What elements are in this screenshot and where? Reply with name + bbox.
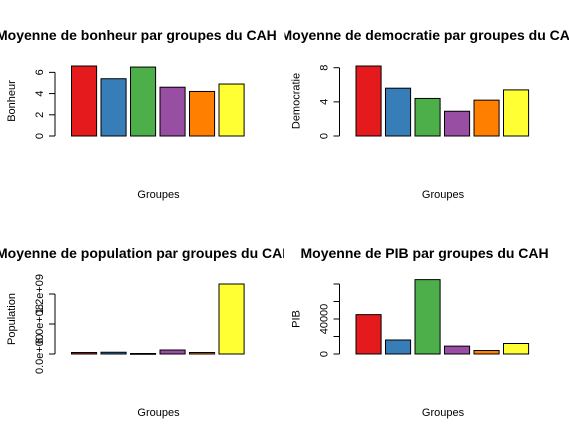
y-axis-label: PIB bbox=[291, 310, 303, 328]
y-tick-label: 6 bbox=[34, 69, 46, 75]
chart-title: Moyenne de PIB par groupes du CAH bbox=[301, 245, 549, 261]
bar-3 bbox=[130, 353, 157, 355]
y-tick-label: 4 bbox=[34, 91, 46, 97]
x-axis-label: Groupes bbox=[422, 407, 465, 419]
bar-6 bbox=[503, 89, 530, 137]
bar-4 bbox=[159, 349, 186, 355]
bar-4 bbox=[159, 86, 186, 137]
chart-panel-2: Moyenne de democratie par groupes du CAH… bbox=[281, 27, 569, 201]
chart-title: Moyenne de bonheur par groupes du CAH bbox=[0, 27, 277, 43]
y-tick-label: 8 bbox=[319, 65, 331, 71]
bar-5 bbox=[189, 352, 216, 355]
y-tick-label: 40000 bbox=[319, 304, 331, 335]
y-tick-label: 0 bbox=[34, 133, 46, 139]
bar-4 bbox=[444, 345, 471, 355]
y-tick-label: 0 bbox=[319, 133, 331, 139]
bar-5 bbox=[473, 350, 500, 355]
chart-title: Moyenne de democratie par groupes du CAH bbox=[281, 27, 569, 43]
chart-panel-1: Moyenne de bonheur par groupes du CAH 0 2 4… bbox=[0, 27, 277, 201]
bar-3 bbox=[414, 279, 441, 355]
x-axis-label: Groupes bbox=[137, 407, 180, 419]
y-axis-label: Bonheur bbox=[6, 80, 18, 122]
bar-1 bbox=[355, 314, 382, 355]
chart-panel-4: Moyenne de PIB par groupes du CAH 0 40000 P… bbox=[291, 245, 549, 419]
bar-1 bbox=[355, 65, 382, 137]
chart-panel-3: Moyenne de population par groupes du CAH… bbox=[0, 245, 292, 419]
bar-3 bbox=[130, 66, 157, 137]
y-tick-label: 2 bbox=[34, 112, 46, 118]
x-axis-label: Groupes bbox=[422, 189, 465, 201]
y-tick-label: 1.2e+09 bbox=[34, 274, 46, 314]
bar-6 bbox=[218, 283, 245, 355]
bar-6 bbox=[218, 83, 245, 137]
y-axis-label: Population bbox=[6, 293, 18, 345]
bar-2 bbox=[100, 351, 127, 355]
bar-3 bbox=[414, 97, 441, 137]
bar-1 bbox=[71, 65, 98, 137]
y-tick-label: 4 bbox=[319, 99, 331, 105]
bar-6 bbox=[503, 343, 530, 355]
y-tick-label: 6.0e+08 bbox=[34, 304, 46, 344]
y-tick-label: 0.0e+00 bbox=[34, 334, 46, 374]
bar-4 bbox=[444, 110, 471, 137]
bar-5 bbox=[189, 90, 216, 137]
bar-2 bbox=[385, 339, 412, 355]
bar-2 bbox=[100, 78, 127, 137]
y-tick-label: 0 bbox=[319, 351, 331, 357]
x-axis-label: Groupes bbox=[137, 189, 180, 201]
chart-title: Moyenne de population par groupes du CAH bbox=[0, 245, 292, 261]
y-axis-label: Democratie bbox=[291, 73, 303, 129]
bar-5 bbox=[473, 99, 500, 137]
bar-1 bbox=[71, 352, 98, 355]
bar-2 bbox=[385, 87, 412, 137]
